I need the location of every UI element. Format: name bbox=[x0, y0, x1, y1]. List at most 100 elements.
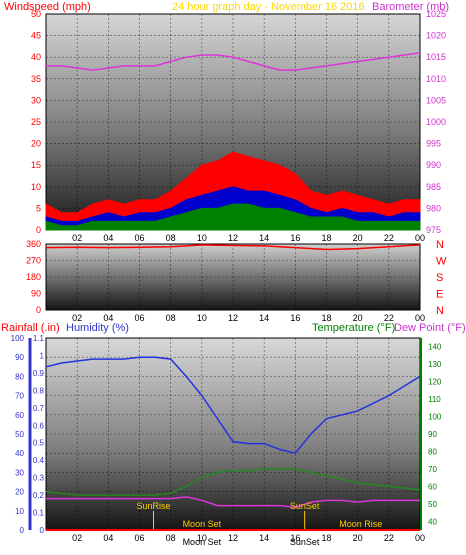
humidity-tick-label: 10 bbox=[15, 507, 24, 516]
rainfall-tick-label: 0.5 bbox=[33, 439, 45, 448]
direction-tick-label: 270 bbox=[26, 256, 41, 266]
event-label: Moon Rise bbox=[339, 519, 382, 529]
rainfall-tick-label: 0 bbox=[40, 526, 45, 535]
humidity-tick-label: 90 bbox=[15, 353, 24, 362]
rainfall-tick-label: 0.8 bbox=[33, 386, 45, 395]
temperature-tick-label: 50 bbox=[428, 500, 437, 509]
rainfall-tick-label: 0.9 bbox=[33, 369, 45, 378]
barometer-axis-title: Barometer (mb) bbox=[372, 1, 449, 13]
windspeed-tick-label: 35 bbox=[31, 74, 41, 84]
barometer-tick-label: 1000 bbox=[426, 117, 446, 127]
windspeed-tick-label: 30 bbox=[31, 95, 41, 105]
direction-tick-label: 180 bbox=[26, 272, 41, 282]
compass-label: N bbox=[436, 239, 444, 251]
temperature-tick-label: 60 bbox=[428, 482, 437, 491]
temperature-tick-label: 140 bbox=[428, 343, 442, 352]
x-tick-label: 14 bbox=[259, 233, 269, 243]
rainfall-tick-label: 1.1 bbox=[33, 334, 45, 343]
barometer-tick-label: 995 bbox=[426, 139, 441, 149]
event-label: SunRise bbox=[137, 501, 171, 511]
x-tick-label: 16 bbox=[290, 533, 300, 543]
temperature-tick-label: 110 bbox=[428, 395, 441, 404]
temperature-tick-label: 80 bbox=[428, 447, 437, 456]
barometer-tick-label: 1025 bbox=[426, 9, 446, 19]
compass-label: S bbox=[436, 272, 443, 284]
humidity-tick-label: 80 bbox=[15, 372, 24, 381]
x-tick-label: 12 bbox=[228, 233, 238, 243]
humidity-tick-label: 60 bbox=[15, 411, 24, 420]
humidity-tick-label: 0 bbox=[20, 526, 25, 535]
x-tick-label: 12 bbox=[228, 313, 238, 323]
x-tick-label: 20 bbox=[353, 233, 363, 243]
chart-title: 24 hour graph day - November 16 2016 bbox=[172, 1, 365, 13]
x-tick-label: 10 bbox=[197, 233, 207, 243]
barometer-tick-label: 990 bbox=[426, 160, 441, 170]
windspeed-tick-label: 25 bbox=[31, 117, 41, 127]
temperature-line bbox=[45, 468, 421, 496]
humidity-tick-label: 50 bbox=[15, 430, 24, 439]
direction-tick-label: 360 bbox=[26, 239, 41, 249]
x-tick-label: 06 bbox=[134, 233, 144, 243]
compass-label: W bbox=[436, 256, 447, 268]
humidity-axis-title: Humidity (%) bbox=[66, 322, 129, 334]
rainfall-tick-label: 0.3 bbox=[33, 474, 45, 483]
x-tick-label: 22 bbox=[384, 313, 394, 323]
rainfall-tick-label: 0.4 bbox=[33, 456, 45, 465]
x-tick-label: 00 bbox=[415, 233, 425, 243]
x-tick-label: 18 bbox=[321, 533, 331, 543]
x-tick-label: 20 bbox=[353, 533, 363, 543]
windspeed-tick-label: 15 bbox=[31, 160, 41, 170]
x-tick-label: 04 bbox=[103, 533, 113, 543]
windspeed-tick-label: 40 bbox=[31, 52, 41, 62]
temperature-tick-label: 40 bbox=[428, 517, 437, 526]
temperature-axis-title: Temperature (°F) bbox=[312, 322, 395, 334]
windspeed-axis-title: Windspeed (mph) bbox=[4, 1, 91, 13]
temperature-tick-label: 130 bbox=[428, 360, 442, 369]
x-tick-label: 10 bbox=[197, 533, 207, 543]
event-label: Moon Set bbox=[183, 519, 222, 529]
x-tick-label: 04 bbox=[103, 233, 113, 243]
x-tick-label: 14 bbox=[259, 313, 269, 323]
wind-direction-line bbox=[45, 244, 421, 251]
x-tick-label: 04 bbox=[103, 313, 113, 323]
x-tick-label: 00 bbox=[415, 533, 425, 543]
humidity-tick-label: 100 bbox=[11, 334, 25, 343]
compass-label: E bbox=[436, 289, 443, 301]
temperature-tick-label: 120 bbox=[428, 378, 442, 387]
temperature-tick-label: 100 bbox=[428, 413, 442, 422]
direction-tick-label: 90 bbox=[31, 289, 41, 299]
rainfall-tick-label: 0.1 bbox=[33, 509, 45, 518]
rainfall-tick-label: 0.6 bbox=[33, 421, 45, 430]
average-wind-area bbox=[45, 203, 421, 231]
direction-tick-label: 0 bbox=[36, 305, 41, 315]
windspeed-tick-label: 45 bbox=[31, 31, 41, 41]
moon-set-bottom-label: Moon Set bbox=[183, 537, 222, 547]
x-tick-label: 00 bbox=[415, 313, 425, 323]
windspeed-tick-label: 20 bbox=[31, 139, 41, 149]
x-tick-label: 14 bbox=[259, 533, 269, 543]
humidity-tick-label: 40 bbox=[15, 449, 24, 458]
humidity-tick-label: 70 bbox=[15, 392, 24, 401]
x-tick-label: 22 bbox=[384, 533, 394, 543]
rainfall-tick-label: 1 bbox=[40, 351, 45, 360]
temperature-tick-label: 70 bbox=[428, 465, 437, 474]
x-tick-label: 22 bbox=[384, 233, 394, 243]
barometer-tick-label: 1020 bbox=[426, 31, 446, 41]
x-tick-label: 06 bbox=[134, 533, 144, 543]
x-tick-label: 16 bbox=[290, 313, 300, 323]
x-tick-label: 02 bbox=[72, 533, 82, 543]
windspeed-tick-label: 50 bbox=[31, 9, 41, 19]
rainfall-axis-title: Rainfall (.in) bbox=[1, 322, 60, 334]
dew-point-line bbox=[46, 496, 420, 509]
barometer-tick-label: 985 bbox=[426, 182, 441, 192]
barometer-tick-label: 980 bbox=[426, 203, 441, 213]
barometer-tick-label: 975 bbox=[426, 225, 441, 235]
barometer-tick-label: 1005 bbox=[426, 95, 446, 105]
humidity-line bbox=[45, 356, 421, 455]
humidity-tick-label: 30 bbox=[15, 468, 24, 477]
x-tick-label: 02 bbox=[72, 313, 82, 323]
x-tick-label: 08 bbox=[166, 533, 176, 543]
windspeed-tick-label: 5 bbox=[36, 203, 41, 213]
event-label: SunSet bbox=[290, 501, 320, 511]
